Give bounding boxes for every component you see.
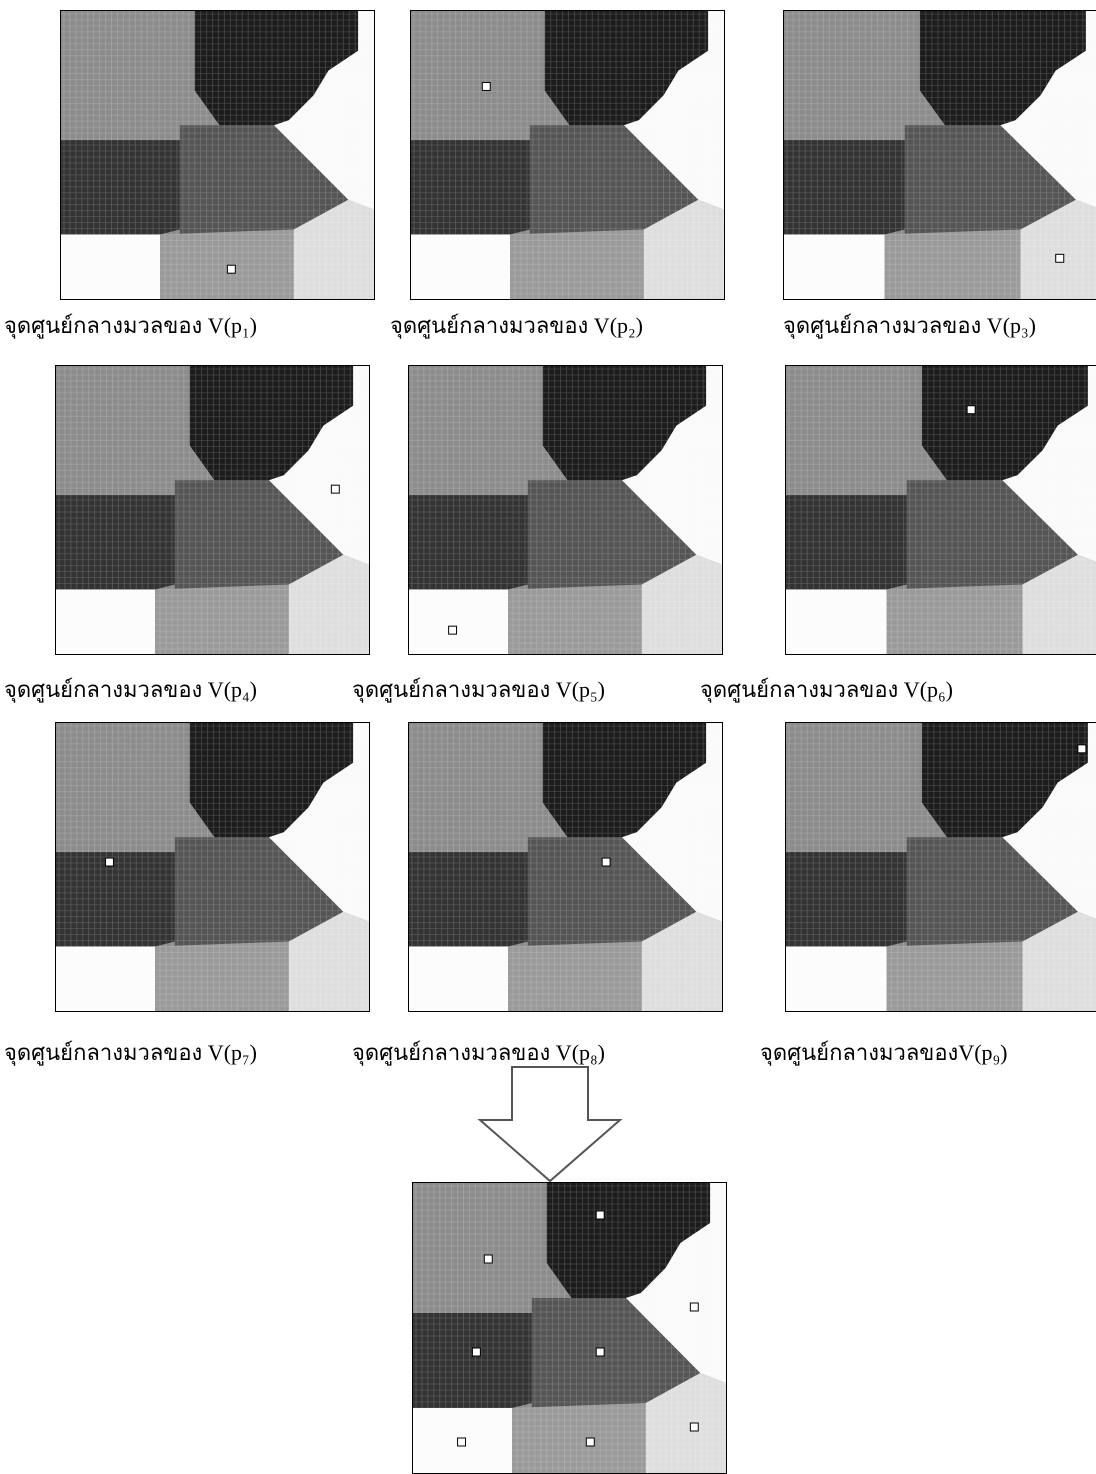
result-panel xyxy=(412,1182,727,1474)
caption: จุดศูนย์กลางมวลของ V(p₁) xyxy=(4,308,257,343)
voronoi-panel xyxy=(408,365,723,655)
caption: จุดศูนย์กลางมวลของ V(p₇) xyxy=(4,1035,257,1070)
voronoi-panel xyxy=(785,722,1096,1012)
page: {"panels": [ {"caption": "จุดศูนย์กลางมว… xyxy=(0,0,1096,1474)
voronoi-panel xyxy=(785,365,1096,655)
caption: จุดศูนย์กลางมวลของ V(p₅) xyxy=(352,672,605,707)
voronoi-panel xyxy=(55,365,370,655)
down-arrow xyxy=(470,1065,630,1185)
voronoi-panel xyxy=(55,722,370,1012)
caption: จุดศูนย์กลางมวลของ V(p₄) xyxy=(4,672,257,707)
caption: จุดศูนย์กลางมวลของ V(p₂) xyxy=(390,308,643,343)
voronoi-panel xyxy=(783,10,1096,300)
caption: จุดศูนย์กลางมวลของ V(p₃) xyxy=(783,308,1036,343)
caption: จุดศูนย์กลางมวลของ V(p₆) xyxy=(700,672,953,707)
voronoi-panel xyxy=(408,722,723,1012)
voronoi-panel xyxy=(410,10,725,300)
caption: จุดศูนย์กลางมวลของV(p₉) xyxy=(760,1035,1008,1070)
voronoi-panel xyxy=(60,10,375,300)
